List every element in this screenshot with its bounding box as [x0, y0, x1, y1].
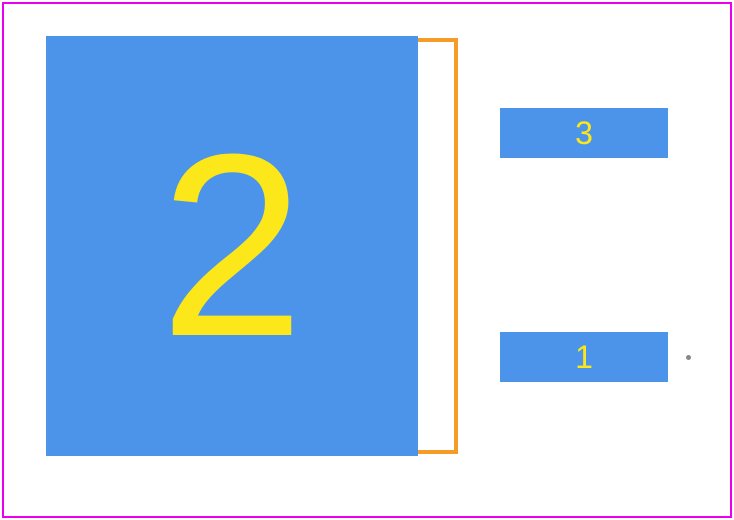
- pad-2: 2: [46, 36, 418, 456]
- pad-3-label: 3: [575, 117, 593, 149]
- pad-1-label: 1: [575, 341, 593, 373]
- pad-2-label: 2: [160, 116, 305, 376]
- package-outline-top: [418, 38, 458, 42]
- origin-marker-icon: [686, 355, 691, 360]
- package-outline-right: [454, 38, 458, 454]
- package-outline-bottom: [418, 450, 458, 454]
- pad-3: 3: [500, 108, 668, 158]
- pad-1: 1: [500, 332, 668, 382]
